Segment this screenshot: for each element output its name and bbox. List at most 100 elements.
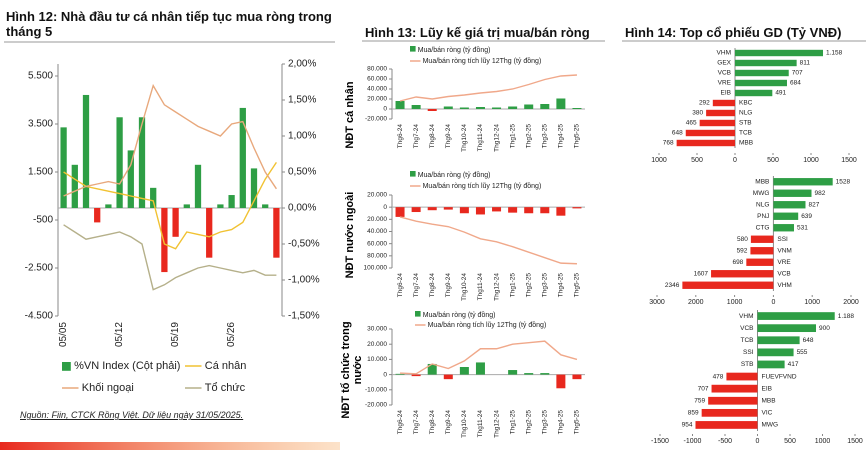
line-series — [63, 224, 277, 291]
bar — [228, 195, 235, 208]
value-label: 2346 — [665, 282, 680, 289]
bar — [459, 207, 469, 214]
bar — [711, 270, 774, 278]
category-label: MWG — [762, 422, 779, 429]
x-tick-label: Thg3-25 — [542, 410, 549, 435]
bar — [250, 168, 258, 208]
x-tick-label: Thg6-24 — [397, 124, 404, 149]
bar — [194, 164, 202, 208]
value-label: 580 — [737, 236, 748, 243]
figure-title: Hình 12: Nhà đầu tư cá nhân tiếp tục mua… — [6, 9, 332, 39]
x-tick-label: Thg1-25 — [509, 124, 516, 149]
bar — [459, 367, 469, 375]
value-label: 811 — [800, 60, 811, 67]
bar — [127, 150, 134, 208]
bar — [60, 127, 67, 208]
bar — [411, 374, 421, 377]
y-tick-label: 1.500 — [28, 167, 53, 178]
value-label: 954 — [682, 422, 693, 429]
bar — [757, 360, 785, 369]
y-tick-label: 20.000 — [367, 341, 387, 348]
bar — [82, 94, 90, 208]
bar — [94, 208, 101, 223]
value-label: 827 — [808, 201, 819, 208]
x-tick-label: 05/12 — [114, 322, 125, 347]
value-label: 698 — [732, 259, 743, 266]
category-label: VRE — [777, 259, 791, 266]
bar — [71, 164, 78, 208]
y-tick-label: 40.000 — [367, 228, 387, 235]
category-label: NLG — [756, 201, 769, 208]
value-label: 1528 — [836, 178, 851, 185]
x-tick-label: Thg8-24 — [429, 410, 436, 435]
x-tick-label: 0 — [733, 157, 737, 164]
bar — [459, 107, 469, 109]
bar — [750, 247, 774, 255]
category-label: EIB — [762, 385, 772, 392]
bar — [773, 178, 833, 186]
x-tick-label: Thg10-24 — [461, 410, 468, 438]
y-tick-label: 60.000 — [367, 76, 387, 83]
bar — [427, 109, 437, 111]
bar — [556, 374, 566, 389]
bar — [712, 99, 735, 107]
bar — [556, 98, 566, 109]
category-label: TCB — [741, 337, 754, 344]
x-tick-label: 500 — [691, 157, 703, 164]
bar — [540, 207, 550, 214]
bar — [492, 207, 502, 212]
panel-label: NĐT nước ngoài — [344, 191, 356, 279]
bar — [757, 312, 835, 320]
y-tick-label: 40.000 — [367, 86, 387, 93]
x-tick-label: Thg5-25 — [574, 273, 581, 298]
y-tick-label: 0 — [383, 371, 387, 378]
bar — [443, 374, 453, 380]
value-label: 759 — [694, 397, 705, 404]
category-label: GEX — [717, 60, 731, 67]
bar — [427, 207, 437, 211]
value-label: 1.158 — [826, 50, 843, 57]
bar — [183, 204, 190, 208]
legend-label: Mua/bán ròng tích lũy 12Thg (tỷ đồng) — [423, 181, 542, 190]
x-tick-label: 05/26 — [226, 322, 237, 347]
bar — [475, 362, 485, 375]
x-tick-label: Thg8-24 — [429, 124, 436, 149]
x-tick-label: 1000 — [815, 438, 831, 445]
bar — [735, 49, 824, 57]
y-tick-label: 3.500 — [28, 119, 53, 130]
legend-label: Tổ chức — [205, 382, 246, 394]
bar — [508, 106, 518, 109]
bar — [239, 107, 246, 208]
x-tick-label: Thg4-25 — [558, 410, 565, 435]
bar — [262, 204, 269, 208]
bar — [757, 336, 800, 345]
value-label: 465 — [686, 120, 697, 127]
bar — [105, 204, 112, 208]
x-tick-label: 1000 — [651, 157, 667, 164]
bar — [508, 207, 518, 213]
bar — [411, 105, 421, 109]
x-tick-label: Thg7-24 — [413, 273, 420, 298]
value-label: 639 — [801, 213, 812, 220]
bar — [757, 324, 816, 333]
value-label: 1.188 — [838, 313, 855, 320]
bar — [395, 101, 405, 109]
x-tick-label: Thg4-25 — [558, 124, 565, 149]
x-tick-label: 500 — [784, 438, 796, 445]
value-label: 648 — [672, 130, 683, 137]
value-label: 859 — [688, 410, 699, 417]
line-series — [400, 340, 578, 375]
value-label: 707 — [792, 70, 803, 77]
bar — [443, 106, 453, 109]
category-label: PNJ — [757, 213, 769, 220]
bar — [685, 129, 735, 137]
x-tick-label: Thg11-24 — [477, 124, 484, 152]
x-tick-label: Thg8-24 — [429, 273, 436, 298]
category-label: NLG — [739, 110, 752, 117]
category-label: VNM — [777, 247, 791, 254]
x-tick-label: Thg1-25 — [509, 410, 516, 435]
category-label: MWG — [753, 190, 770, 197]
bar — [443, 207, 453, 210]
bar — [540, 373, 550, 375]
